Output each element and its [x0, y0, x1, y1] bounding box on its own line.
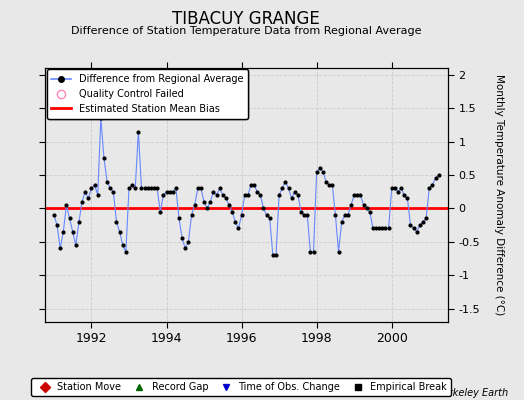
Text: TIBACUY GRANGE: TIBACUY GRANGE — [172, 10, 320, 28]
Legend: Difference from Regional Average, Quality Control Failed, Estimated Station Mean: Difference from Regional Average, Qualit… — [47, 69, 248, 119]
Y-axis label: Monthly Temperature Anomaly Difference (°C): Monthly Temperature Anomaly Difference (… — [494, 74, 504, 316]
Text: Difference of Station Temperature Data from Regional Average: Difference of Station Temperature Data f… — [71, 26, 421, 36]
Legend: Station Move, Record Gap, Time of Obs. Change, Empirical Break: Station Move, Record Gap, Time of Obs. C… — [31, 378, 451, 396]
Text: Berkeley Earth: Berkeley Earth — [436, 388, 508, 398]
